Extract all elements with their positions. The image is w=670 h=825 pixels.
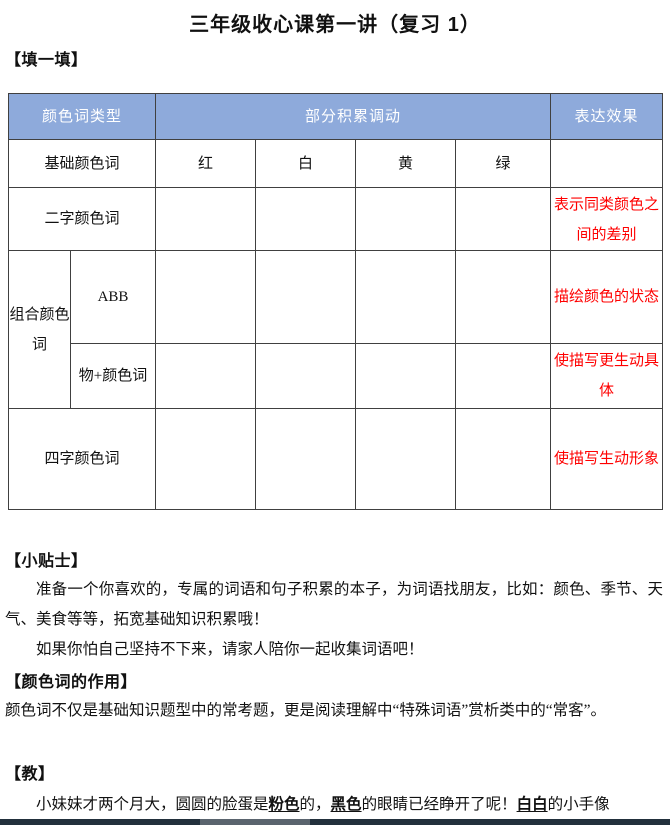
cell-empty [355,250,457,344]
table-row-combo-abb: 组合颜色词 ABB 描绘颜色的状态 [8,250,664,409]
cell-two-char-effect: 表示同类颜色之间的差别 [550,187,664,251]
role-paragraph: 颜色词不仅是基础知识题型中的常考题，更是阅读理解中“特殊词语”赏析类中的“常客”… [5,702,607,719]
cell-basic-yellow: 黄 [355,139,457,188]
teach-highlight-black: 黑色 [330,796,362,813]
section-heading-fill: 【填一填】 [5,52,88,69]
row-label-abb: ABB [69,250,157,344]
teach-text: 小妹妹才两个月大，圆圆的脸蛋是 [36,796,269,813]
table-row-combo-thing: 物+颜色词 使描写更生动具体 [9,343,664,409]
header-cell-type: 颜色词类型 [7,93,157,140]
page-title: 三年级收心课第一讲（复习 1） [189,14,481,36]
header-cell-effect: 表达效果 [550,93,664,140]
cell-basic-red: 红 [155,139,257,188]
teach-text: 的眼睛已经睁开了呢！ [361,796,517,813]
row-label-combo: 组合颜色词 [8,250,71,409]
cell-basic-effect [550,139,664,188]
cell-empty [255,250,357,344]
cell-empty [155,250,257,344]
cell-empty [155,343,257,409]
cell-empty [455,187,552,251]
cell-abb-effect: 描绘颜色的状态 [550,250,664,344]
cell-empty [355,343,457,409]
cell-empty [355,408,457,510]
tips-paragraph-2: 如果你怕自己坚持不下来，请家人陪你一起收集词语吧！ [36,641,424,658]
row-label-two-char: 二字颜色词 [7,187,157,251]
header-cell-accumulation: 部分积累调动 [155,93,552,140]
cell-empty [455,250,552,344]
cell-empty [255,187,357,251]
row-label-four-char: 四字颜色词 [7,408,157,510]
cell-basic-white: 白 [255,139,357,188]
teach-text: 的小手像 [547,796,610,813]
cell-empty [355,187,457,251]
section-heading-role: 【颜色词的作用】 [5,674,138,691]
cell-four-char-effect: 使描写生动形象 [550,408,664,510]
row-label-thing-color: 物+颜色词 [69,343,157,409]
teach-text: 的， [299,796,331,813]
table-header-row: 颜色词类型 部分积累调动 表达效果 [7,93,664,140]
cell-empty [155,187,257,251]
tips-paragraph-1: 准备一个你喜欢的，专属的词语和句子积累的本子，为词语找朋友，比如：颜色、季节、天… [5,581,663,628]
table-row-basic: 基础颜色词 红 白 黄 绿 [7,139,664,188]
color-words-table: 颜色词类型 部分积累调动 表达效果 基础颜色词 红 白 黄 绿 二字颜色词 表示… [7,93,664,510]
teach-paragraph: 小妹妹才两个月大，圆圆的脸蛋是粉色的，黑色的眼睛已经睁开了呢！白白的小手像 [5,790,663,820]
cell-basic-green: 绿 [455,139,552,188]
scrollbar-thumb[interactable] [200,819,310,825]
cell-thing-color-effect: 使描写更生动具体 [550,343,664,409]
row-label-basic: 基础颜色词 [7,139,157,188]
cell-empty [255,343,357,409]
cell-empty [455,408,552,510]
table-row-two-char: 二字颜色词 表示同类颜色之间的差别 [7,187,664,251]
teach-highlight-pink: 粉色 [268,796,300,813]
teach-highlight-white: 白白 [516,796,548,813]
section-heading-tips: 【小贴士】 [5,553,88,570]
section-heading-teach: 【教】 [5,766,55,783]
cell-empty [455,343,552,409]
table-row-four-char: 四字颜色词 使描写生动形象 [7,408,664,510]
horizontal-scrollbar[interactable] [0,819,670,825]
cell-empty [155,408,257,510]
cell-empty [255,408,357,510]
